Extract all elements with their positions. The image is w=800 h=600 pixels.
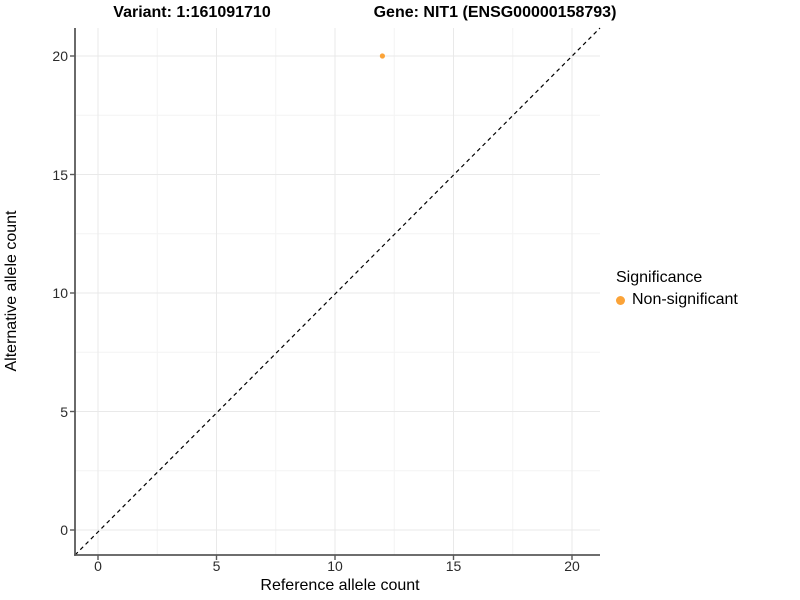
x-tick-label-10: 10 (327, 558, 343, 574)
y-tick-label-15: 15 (52, 166, 68, 183)
x-axis-title: Reference allele count (260, 577, 420, 594)
identity-line (74, 27, 601, 556)
x-tick-label-20: 20 (564, 558, 580, 574)
variant-title: Variant: 1:161091710 (113, 4, 271, 21)
y-tick-label-0: 0 (60, 522, 68, 538)
y-tick-label-20: 20 (52, 48, 68, 64)
legend-item-label: Non-significant (632, 291, 738, 308)
orange-dot-icon (616, 295, 625, 305)
x-tick-label-5: 5 (212, 558, 221, 574)
gene-title: Gene: NIT1 (ENSG00000158793) (373, 4, 617, 21)
minor-gridlines (75, 28, 600, 555)
legend-item-non-significant: Non-significant (616, 291, 738, 309)
y-axis-title: Alternative allele count (3, 210, 20, 372)
legend-title: Significance (616, 269, 703, 286)
tick-marks (70, 55, 573, 560)
axis-lines (74, 28, 600, 556)
x-tick-label-15: 15 (445, 558, 462, 574)
legend: Significance Non-significant (616, 269, 738, 309)
y-tick-label-5: 5 (60, 403, 68, 420)
data-point (379, 53, 385, 59)
y-tick-label-10: 10 (52, 285, 68, 301)
major-gridlines (75, 28, 600, 555)
x-tick-label-0: 0 (94, 558, 102, 574)
